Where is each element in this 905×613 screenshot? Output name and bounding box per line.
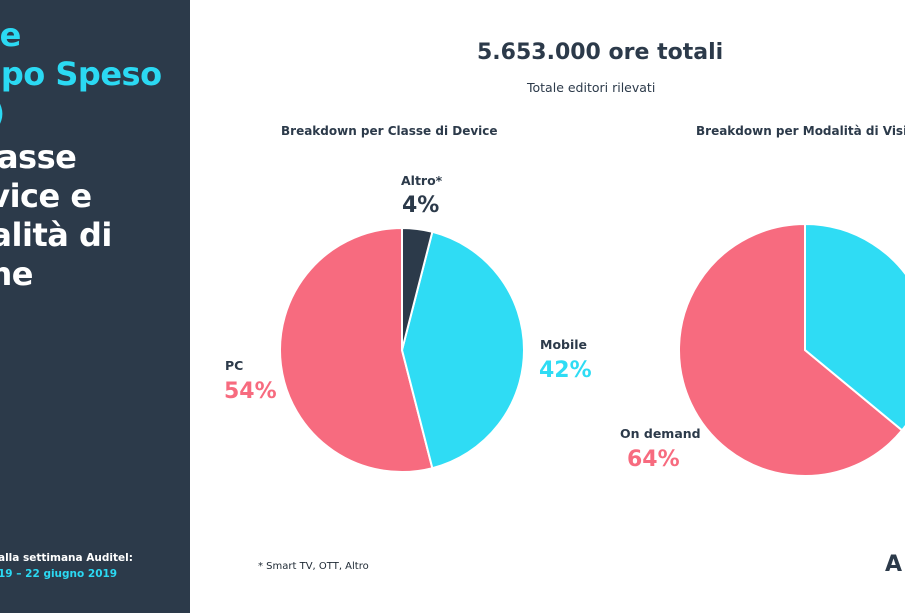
value-altro: 4%	[402, 193, 439, 218]
sidebar-title-line-1: ale	[0, 16, 21, 54]
sidebar-panel: ale mpo Speso S) classe evice e dalità d…	[0, 0, 190, 613]
pie-0-slice-0	[401, 226, 434, 351]
pie-1-slice-0	[804, 222, 905, 432]
chart-title-viewing-mode: Breakdown per Modalità di Vision	[696, 124, 905, 138]
pie-0-slice-2	[279, 226, 434, 473]
label-on-demand: On demand	[620, 426, 701, 441]
value-mobile: 42%	[539, 358, 592, 383]
sidebar-title-line-4: classe	[0, 138, 77, 176]
page-title: 5.653.000 ore totali	[477, 40, 724, 65]
auditel-logo: A	[885, 552, 903, 577]
value-pc: 54%	[224, 379, 277, 404]
sidebar-week-dates: 19 – 22 giugno 2019	[0, 568, 118, 580]
chart-title-device: Breakdown per Classe di Device	[281, 124, 498, 138]
sidebar-title-line-3: S)	[0, 94, 5, 132]
sidebar-title-line-6: dalità di	[0, 216, 112, 254]
sidebar-title-line-2: mpo Speso	[0, 55, 162, 93]
value-on-demand: 64%	[627, 447, 680, 472]
pie-0-slice-1	[400, 230, 525, 470]
sidebar-week-note: alla settimana Auditel:	[0, 552, 133, 564]
label-altro: Altro*	[401, 173, 443, 188]
sidebar-title-line-5: evice e	[0, 177, 92, 215]
footnote: * Smart TV, OTT, Altro	[258, 561, 369, 572]
sidebar-title-line-7: one	[0, 255, 33, 293]
page-subtitle: Totale editori rilevati	[527, 80, 656, 95]
pie-1-slice-1	[678, 222, 904, 477]
label-mobile: Mobile	[540, 337, 587, 352]
label-pc: PC	[225, 358, 243, 373]
